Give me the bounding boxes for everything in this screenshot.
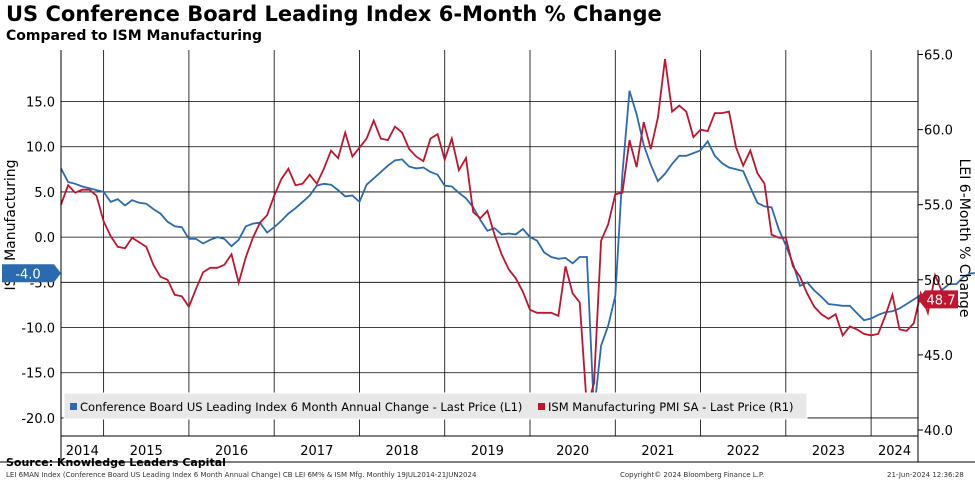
- series-line-ism: [60, 58, 950, 408]
- chart-subtitle: Compared to ISM Manufacturing: [6, 28, 263, 44]
- right-axis-ticks: 65.0 60.0 55.0 50.0 45.0 40.0: [918, 49, 953, 439]
- series-layer: [60, 58, 975, 412]
- footer-timestamp: 21-Jun-2024 12:36:28: [887, 471, 964, 479]
- legend-label-lei: Conference Board US Leading Index 6 Mont…: [80, 400, 522, 414]
- last-value-ism: 48.7: [927, 293, 956, 308]
- left-tick-label: -20.0: [21, 412, 55, 427]
- series-line-lei: [60, 90, 975, 412]
- left-axis-label: ISM Manufacturing: [3, 160, 19, 291]
- source-note: Source: Knowledge Leaders Capital: [6, 456, 226, 469]
- x-tick-label: 2017: [300, 444, 333, 459]
- x-tick-label: 2016: [215, 444, 248, 459]
- x-tick-label: 2020: [556, 444, 589, 459]
- right-tick-label: 60.0: [924, 124, 953, 139]
- left-tick-label: -10.0: [21, 322, 55, 337]
- x-tick-label: 2018: [386, 444, 419, 459]
- legend-swatch-ism: [538, 403, 545, 410]
- legend-box: [63, 392, 808, 420]
- legend: Conference Board US Leading Index 6 Mont…: [63, 392, 808, 420]
- right-tick-label: 45.0: [924, 349, 953, 364]
- right-tick-label: 40.0: [924, 424, 953, 439]
- footer-left: LEI 6MAN Index (Conference Board US Lead…: [6, 471, 477, 479]
- right-tick-label: 50.0: [924, 274, 953, 289]
- right-tick-label: 55.0: [924, 199, 953, 214]
- x-tick-label: 2015: [130, 444, 163, 459]
- left-axis-ticks: 15.010.05.00.0-5.0-10.0-15.0-20.0: [21, 96, 55, 427]
- x-tick-label: 2023: [812, 444, 845, 459]
- x-axis-ticks: 2014 2015 2016 2017 2018 2019 2020 2021 2022 2023…: [66, 444, 911, 459]
- left-tick-label: 15.0: [26, 96, 55, 111]
- last-value-badge-lei: [2, 264, 61, 283]
- last-value-labels: -4.0 48.7: [2, 264, 958, 309]
- x-tick-label: 2014: [66, 444, 99, 459]
- last-value-badge-ism: [918, 290, 958, 309]
- x-tick-label: 2019: [471, 444, 504, 459]
- last-value-lei: -4.0: [15, 267, 40, 282]
- left-tick-label: 5.0: [34, 186, 55, 201]
- legend-label-ism: ISM Manufacturing PMI SA - Last Price (R…: [548, 400, 794, 414]
- legend-swatch-lei: [70, 403, 77, 410]
- plot-frame: [0, 50, 975, 463]
- left-tick-label: -15.0: [21, 367, 55, 382]
- left-tick-label: 0.0: [34, 231, 55, 246]
- right-axis-label: LEI 6-Month % Change: [956, 159, 972, 318]
- footer-copyright: Copyright© 2024 Bloomberg Finance L.P.: [620, 471, 765, 479]
- x-tick-label: 2022: [727, 444, 760, 459]
- chart-title: US Conference Board Leading Index 6-Mont…: [6, 2, 662, 26]
- x-tick-label: 2021: [641, 444, 674, 459]
- left-tick-label: 10.0: [26, 141, 55, 156]
- grid: [61, 50, 918, 436]
- right-tick-label: 65.0: [924, 49, 953, 64]
- x-tick-label: 2024: [878, 444, 911, 459]
